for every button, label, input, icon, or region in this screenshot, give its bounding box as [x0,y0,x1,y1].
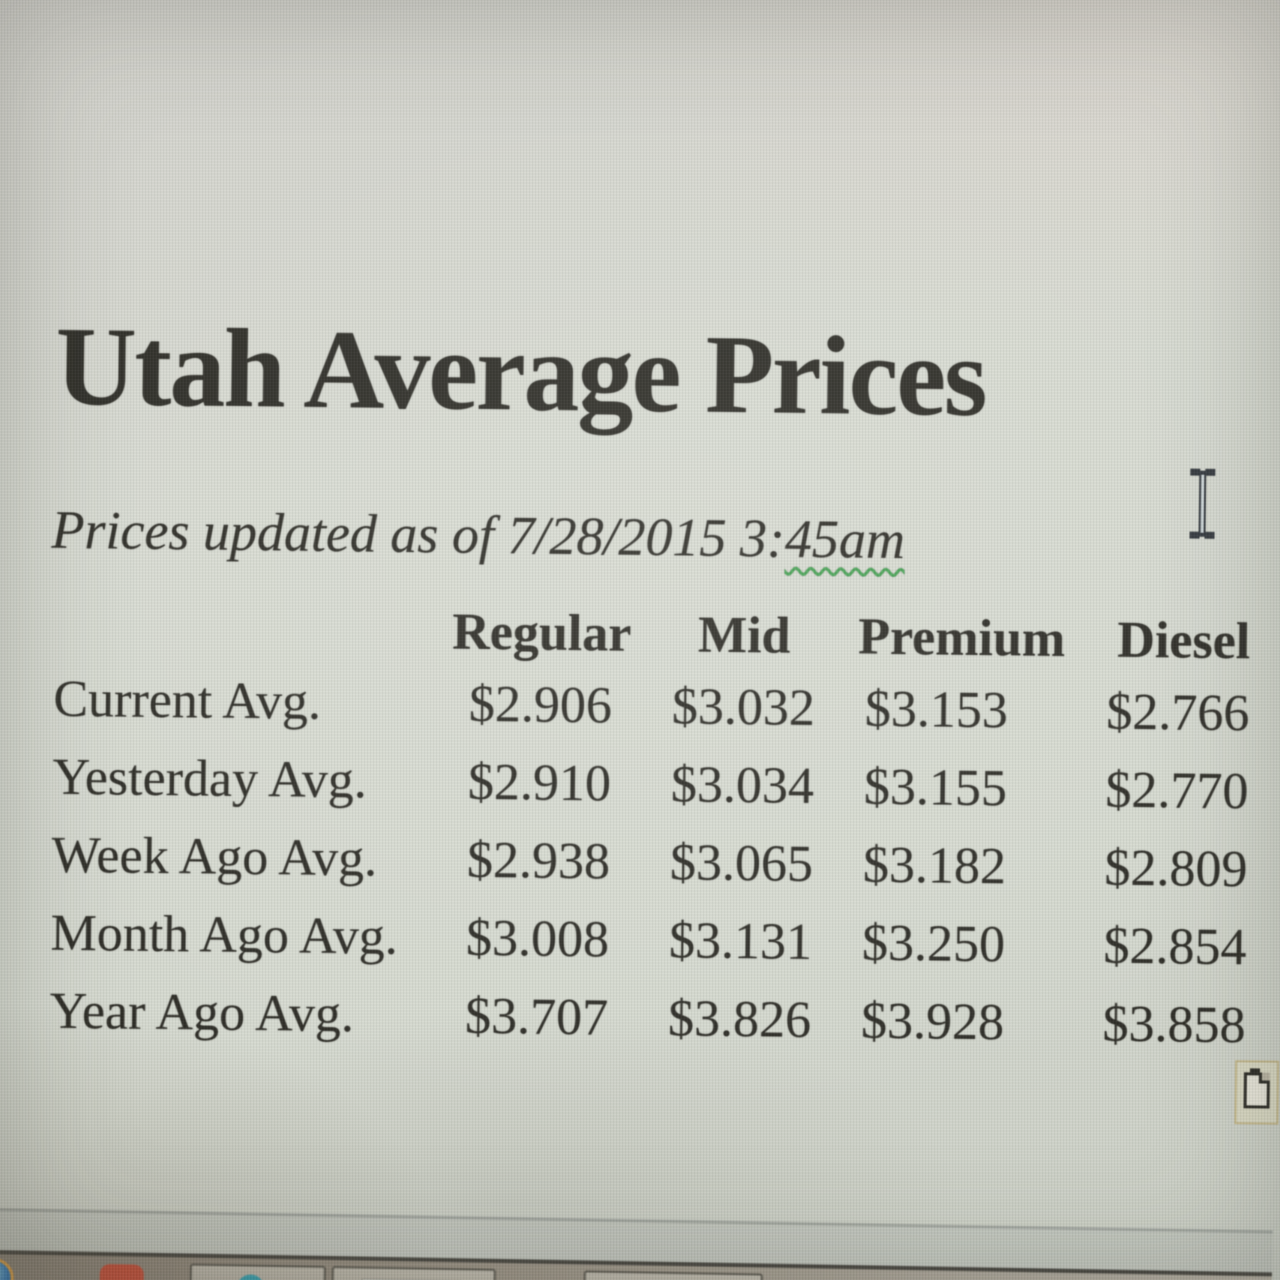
taskbar-button[interactable] [189,1263,326,1280]
red-app-icon[interactable] [99,1263,144,1280]
teal-app-icon [237,1274,264,1280]
ibeam-cursor-icon [1189,468,1216,539]
taskbar-button[interactable] [331,1265,496,1280]
taskbar-button[interactable] [583,1270,763,1280]
browser-globe-icon[interactable] [0,1257,15,1280]
